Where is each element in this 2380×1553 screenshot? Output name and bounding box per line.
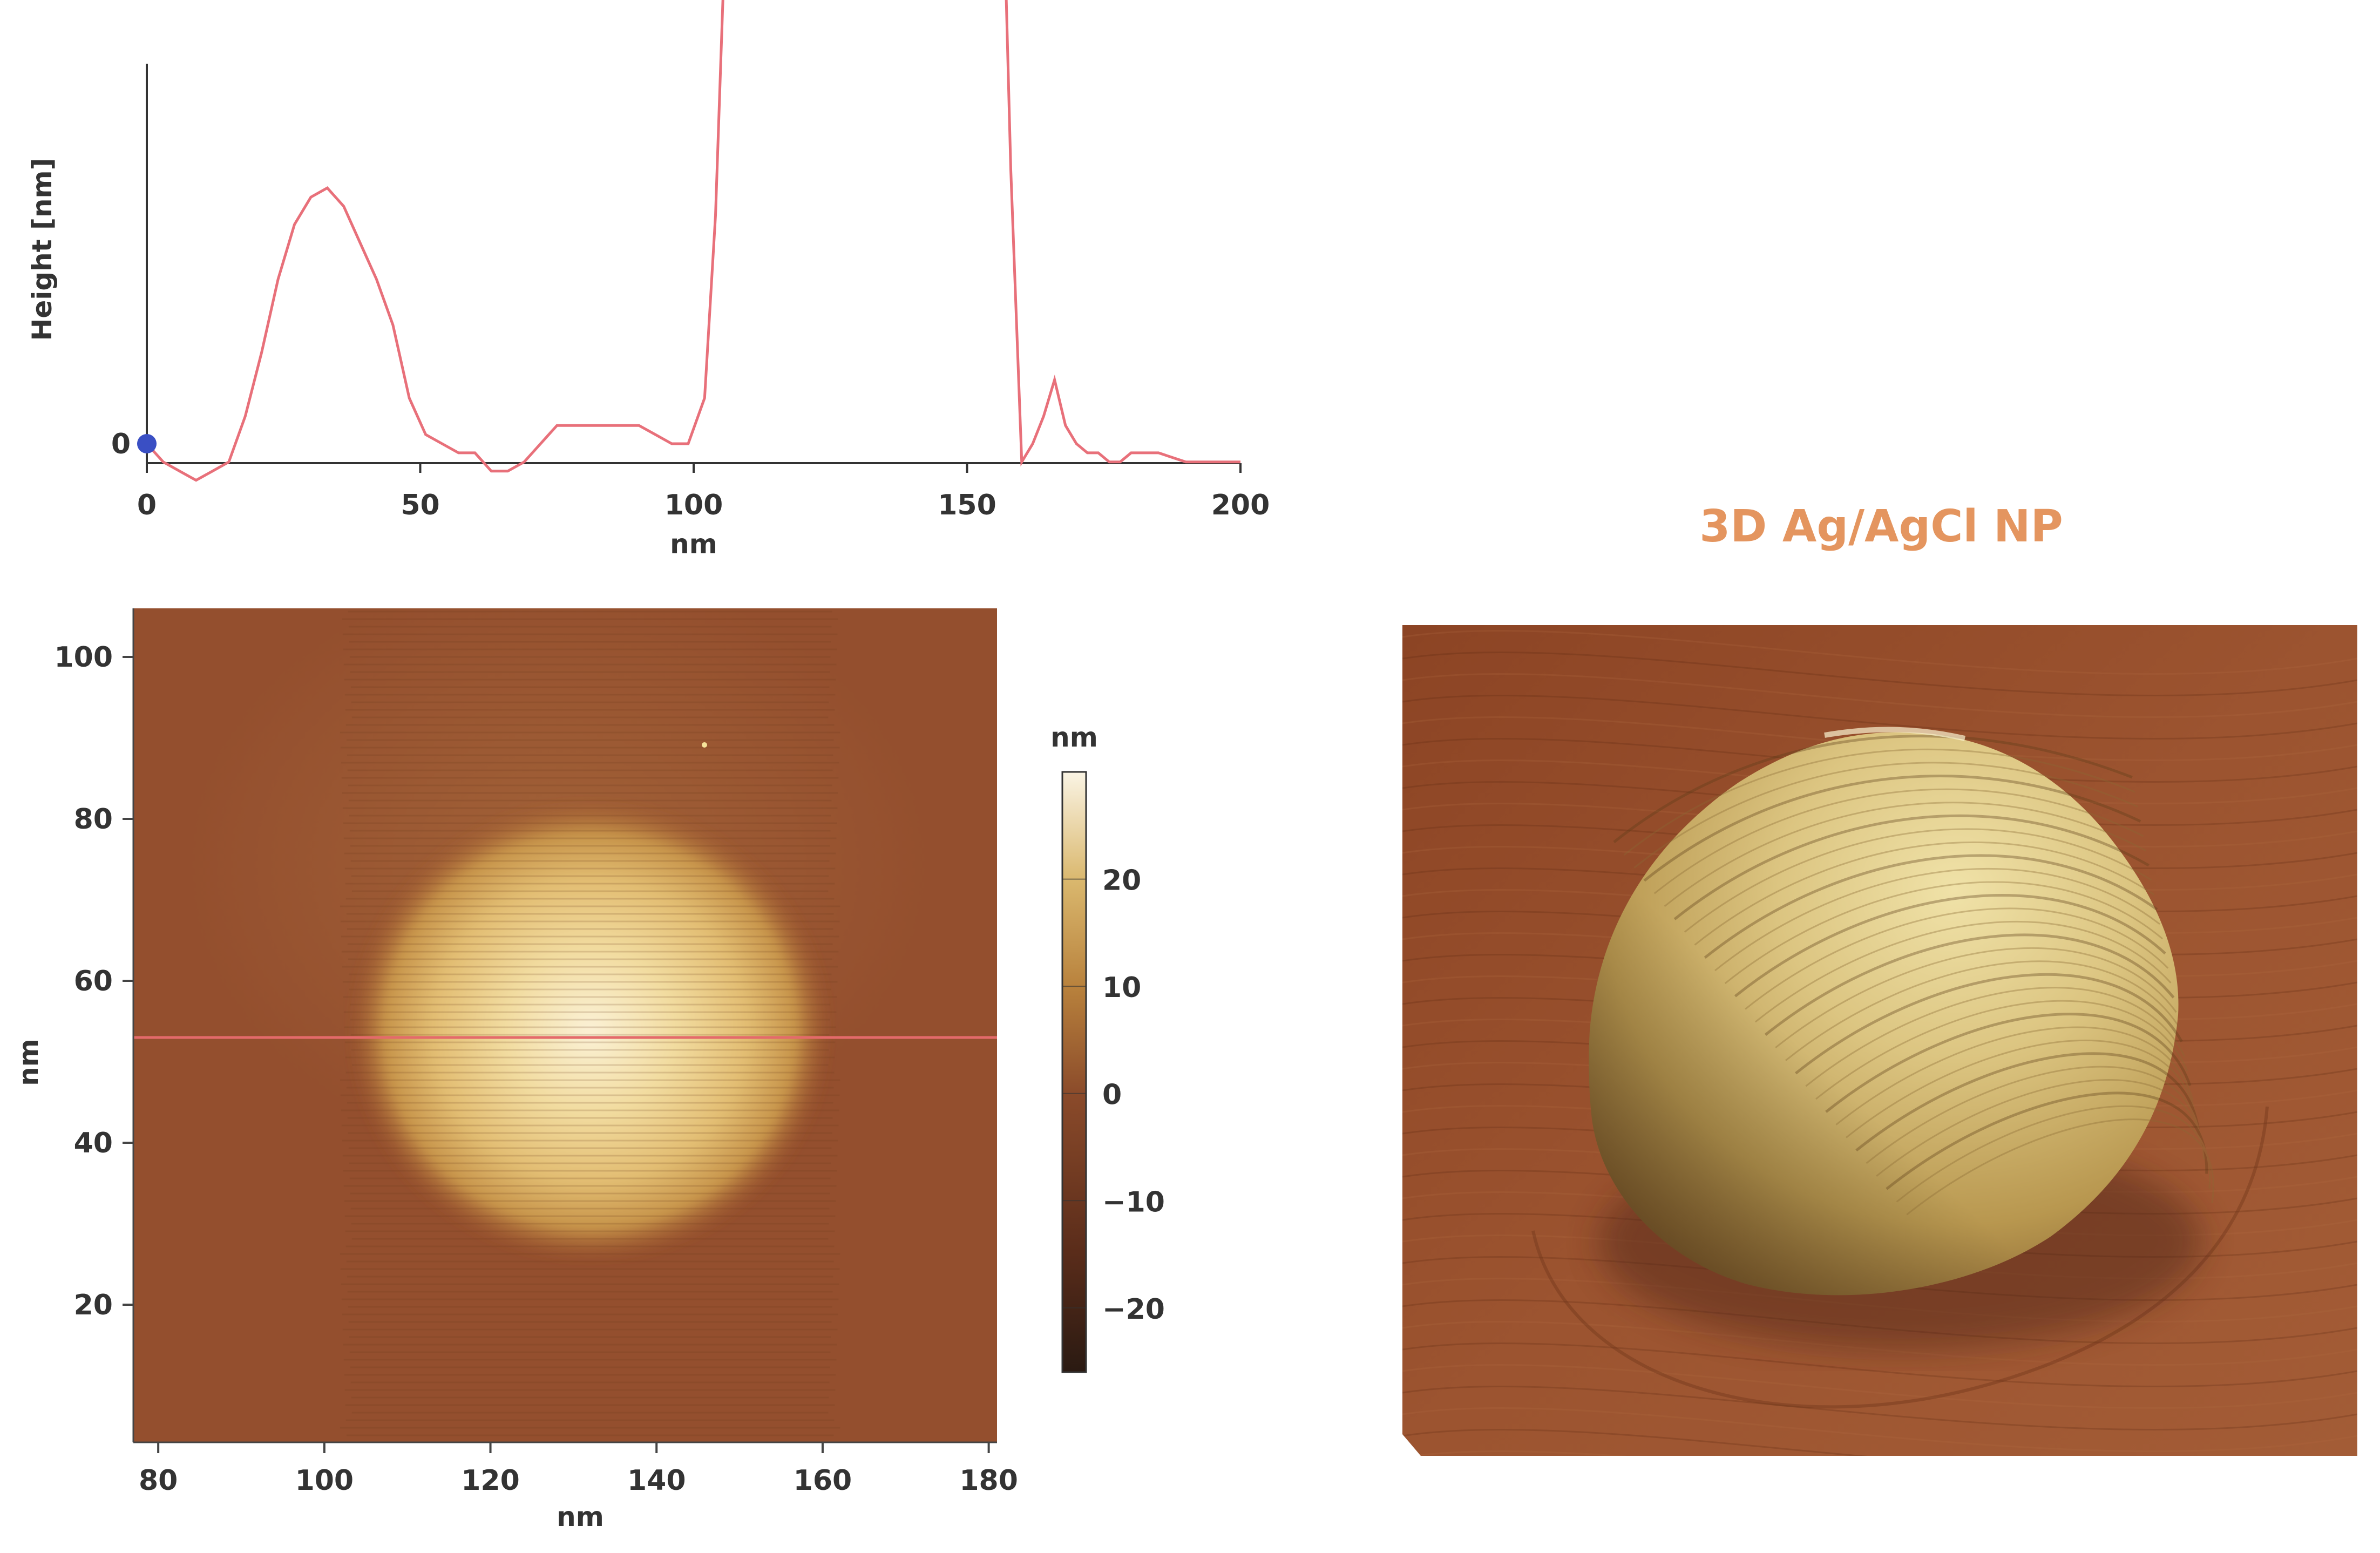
dome-striation <box>1745 907 2169 1010</box>
dome-striation <box>1855 1052 2200 1152</box>
colorbar-tick-label: 0 <box>1102 1079 1122 1111</box>
dome-striation <box>1633 762 2138 869</box>
height-profile-chart: 05101520050100150200 nm Height [nm] <box>26 0 1270 560</box>
profile-x-tick-label: 100 <box>664 489 723 521</box>
surface-streak <box>1402 1516 2357 1553</box>
afm-2d-map: 20 40 60 80 100 80 100 120 140 160 180 nm nm <box>13 608 1018 1532</box>
dome-striation <box>1673 814 2150 920</box>
dome-striation <box>1876 1079 2205 1177</box>
dome-striation <box>1906 1118 2214 1216</box>
afm-2d-x-axis-title: nm <box>557 1501 604 1532</box>
surface-streak <box>1402 1364 2357 1409</box>
afm-2d-y-tick-label: 100 <box>54 641 113 674</box>
dome-striation <box>1714 868 2160 972</box>
afm-3d-dome-highlight <box>1824 727 1966 741</box>
dome-striation <box>1684 828 2152 933</box>
colorbar-unit-label: nm <box>1050 722 1098 753</box>
afm-3d-image <box>1402 625 2357 1553</box>
dome-striation <box>1785 960 2180 1061</box>
surface-streak <box>1402 1473 2357 1516</box>
dome-striation <box>1805 987 2186 1087</box>
surface-streak <box>1402 695 2357 740</box>
afm-2d-y-tick-label: 20 <box>74 1289 113 1321</box>
profile-start-marker[interactable] <box>137 434 157 453</box>
afm-2d-axes: 20 40 60 80 100 80 100 120 140 160 180 <box>54 608 1018 1497</box>
afm-3d-dome-striations <box>1613 735 2214 1216</box>
surface-streak <box>1402 1342 2357 1387</box>
afm-2d-particle <box>348 799 832 1263</box>
dome-striation <box>1825 1013 2192 1113</box>
dome-striation <box>1653 788 2144 894</box>
dome-striation <box>1835 1026 2194 1125</box>
afm-3d-title: 3D Ag/AgCl NP <box>1699 501 2063 552</box>
surface-streak <box>1402 630 2357 675</box>
colorbar: nm 20 10 0 −10 −20 <box>1050 722 1165 1373</box>
dome-striation <box>1866 1066 2202 1164</box>
afm-3d-ring-shadow <box>1531 1106 2269 1409</box>
dome-striation <box>1764 933 2175 1036</box>
dome-striation <box>1896 1105 2211 1203</box>
colorbar-gradient <box>1061 771 1087 1373</box>
afm-2d-x-tick-label: 140 <box>627 1464 686 1497</box>
afm-2d-x-tick-label: 100 <box>295 1464 354 1497</box>
profile-y-tick-label: 5 <box>111 0 131 4</box>
colorbar-tick-label: 20 <box>1102 865 1141 897</box>
profile-x-tick-label: 0 <box>137 489 157 521</box>
afm-2d-y-tick-label: 40 <box>74 1127 113 1159</box>
afm-2d-x-tick-label: 80 <box>139 1464 178 1497</box>
dome-striation <box>1846 1039 2196 1138</box>
afm-2d-y-tick-label: 60 <box>74 965 113 998</box>
afm-2d-x-tick-label: 160 <box>794 1464 852 1497</box>
profile-y-tick-label: 0 <box>111 428 131 460</box>
colorbar-tick-label: 10 <box>1102 972 1141 1004</box>
dome-striation <box>1694 841 2155 946</box>
dome-striation <box>1643 775 2141 882</box>
surface-streak <box>1402 1495 2357 1538</box>
dome-striation <box>1704 854 2158 959</box>
surface-streak <box>1402 652 2357 696</box>
dome-striation <box>1613 735 2133 843</box>
dome-striation <box>1734 894 2166 998</box>
dome-striation <box>1795 973 2183 1075</box>
surface-streak <box>1402 673 2357 718</box>
afm-2d-y-tick-label: 80 <box>74 803 113 836</box>
afm-2d-image <box>133 608 997 1442</box>
surface-streak <box>1402 1450 2357 1456</box>
colorbar-tick-label: −10 <box>1102 1186 1165 1218</box>
profile-x-axis-title: nm <box>670 528 717 560</box>
dome-striation <box>1664 802 2147 907</box>
profile-y-axis-title: Height [nm] <box>26 158 58 341</box>
afm-2d-y-axis-title: nm <box>13 1039 44 1086</box>
dome-striation <box>1754 920 2172 1023</box>
dome-striation <box>1775 947 2177 1048</box>
dome-striation <box>1724 881 2164 984</box>
dome-striation <box>1886 1091 2208 1190</box>
profile-axes <box>146 64 1240 464</box>
surface-streak <box>1402 1386 2357 1430</box>
afm-2d-x-tick-label: 120 <box>461 1464 520 1497</box>
dome-striation <box>1623 748 2135 856</box>
afm-3d-panel: 3D Ag/AgCl NP <box>1402 501 2357 1553</box>
colorbar-tick-label: −20 <box>1102 1293 1165 1326</box>
colorbar-ticks: 20 10 0 −10 −20 <box>1062 865 1165 1326</box>
dome-striation <box>1815 1000 2188 1100</box>
profile-ticks: 05101520050100150200 <box>111 0 1270 521</box>
afm-2d-speck <box>702 742 707 748</box>
profile-x-tick-label: 200 <box>1211 489 1270 521</box>
profile-series-line <box>146 0 1240 482</box>
afm-2d-x-tick-label: 180 <box>959 1464 1018 1497</box>
surface-streak <box>1402 1407 2357 1452</box>
profile-x-tick-label: 50 <box>401 489 439 521</box>
surface-streak <box>1402 1429 2357 1456</box>
afm-3d-dome-shade <box>1589 732 2179 1296</box>
profile-x-tick-label: 150 <box>938 489 996 521</box>
afm-2d-scan-lines <box>340 611 840 1436</box>
